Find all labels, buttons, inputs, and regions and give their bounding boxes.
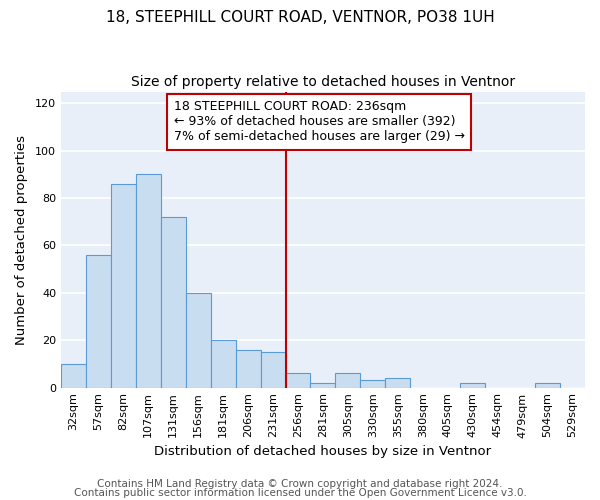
Bar [385, 378, 410, 388]
Bar [161, 217, 186, 388]
Title: Size of property relative to detached houses in Ventnor: Size of property relative to detached ho… [131, 75, 515, 89]
Bar [86, 255, 111, 388]
Text: Contains HM Land Registry data © Crown copyright and database right 2024.: Contains HM Land Registry data © Crown c… [97, 479, 503, 489]
Bar [111, 184, 136, 388]
Bar [211, 340, 236, 388]
Bar [310, 383, 335, 388]
Bar [61, 364, 86, 388]
Bar [186, 293, 211, 388]
Text: Contains public sector information licensed under the Open Government Licence v3: Contains public sector information licen… [74, 488, 526, 498]
Text: 18 STEEPHILL COURT ROAD: 236sqm
← 93% of detached houses are smaller (392)
7% of: 18 STEEPHILL COURT ROAD: 236sqm ← 93% of… [173, 100, 464, 144]
Bar [236, 350, 260, 388]
Bar [136, 174, 161, 388]
X-axis label: Distribution of detached houses by size in Ventnor: Distribution of detached houses by size … [154, 444, 491, 458]
Bar [361, 380, 385, 388]
Y-axis label: Number of detached properties: Number of detached properties [15, 134, 28, 344]
Bar [460, 383, 485, 388]
Bar [260, 352, 286, 388]
Bar [286, 374, 310, 388]
Bar [335, 374, 361, 388]
Text: 18, STEEPHILL COURT ROAD, VENTNOR, PO38 1UH: 18, STEEPHILL COURT ROAD, VENTNOR, PO38 … [106, 10, 494, 25]
Bar [535, 383, 560, 388]
